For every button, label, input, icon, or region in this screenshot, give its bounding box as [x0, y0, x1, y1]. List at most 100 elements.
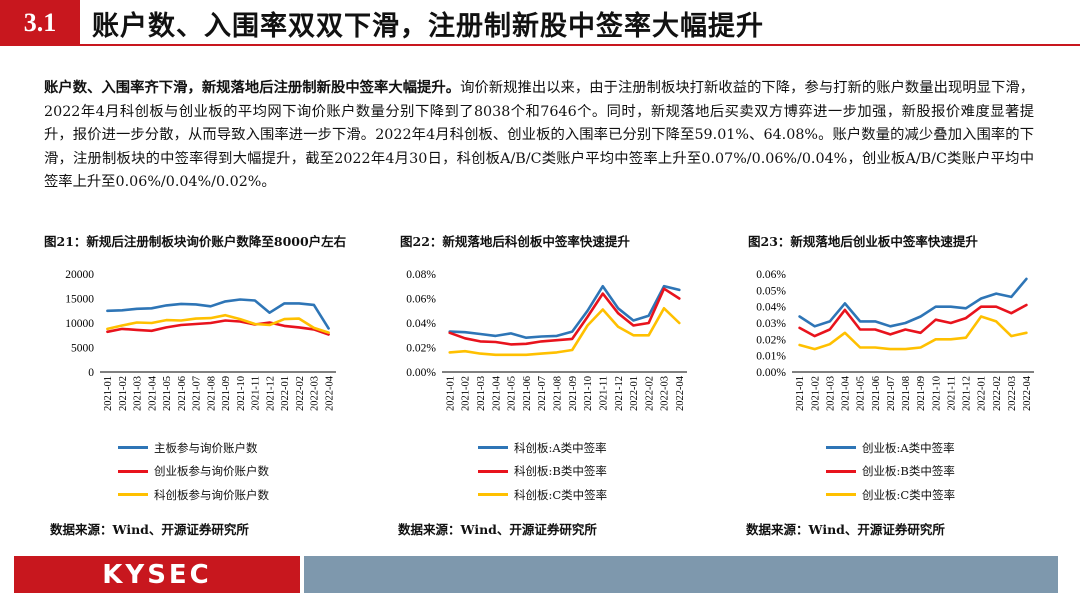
x-tick-label: 2021-01: [103, 376, 114, 411]
series-line-3: [448, 306, 681, 357]
legend-label: 创业板:A类中签率: [862, 440, 955, 455]
x-tick-label: 2021-09: [568, 376, 579, 411]
x-tick-label: 2021-05: [507, 376, 518, 411]
x-tick-label: 2021-12: [265, 376, 276, 411]
section-title: 账户数、入围率双双下滑，注册制新股中签率大幅提升: [92, 11, 764, 42]
x-tick-label: 2022-04: [1022, 375, 1033, 411]
chart-21-svg: 0 5000 10000 15000 20000 2021-01 2021-02 2021-0…: [65, 269, 336, 411]
legend-swatch: [478, 446, 508, 450]
legend-item: 创业板参与询价账户数: [118, 460, 269, 484]
x-tick-label: 2022-02: [992, 376, 1003, 411]
legend-label: 科创板:C类中签率: [514, 487, 608, 502]
legend-swatch: [478, 469, 508, 473]
body-lead: 账户数、入围率齐下滑，新规落地后注册制新股中签率大幅提升。: [44, 80, 461, 96]
chart-23-svg: 0.00% 0.01% 0.02% 0.03% 0.04% 0.05% 0.06% 2021-…: [756, 269, 1034, 411]
legend-label: 创业板:C类中签率: [862, 487, 956, 502]
y-tick-label: 10000: [65, 318, 94, 330]
series-line-3: [798, 315, 1028, 351]
x-tick-label: 2021-03: [476, 376, 487, 411]
x-tick-label: 2022-02: [644, 376, 655, 411]
x-tick-label: 2022-04: [675, 375, 686, 411]
x-tick-label: 2022-02: [295, 376, 306, 411]
legend-item: 科创板:A类中签率: [478, 436, 607, 460]
chart-figure-22: 0.00% 0.02% 0.04% 0.06% 0.08% 2021-01 2021-02 2…: [392, 264, 692, 436]
x-tick-label: 2021-08: [901, 376, 912, 411]
x-tick-label: 2021-08: [553, 376, 564, 411]
x-tick-label: 2021-05: [162, 376, 173, 411]
legend-figure-22: 科创板:A类中签率 科创板:B类中签率 科创板:C类中签率: [478, 436, 607, 507]
y-tick-label: 0.06%: [756, 269, 786, 281]
legend-item: 主板参与询价账户数: [118, 436, 269, 460]
x-tick-label: 2022-01: [629, 376, 640, 411]
legend-item: 创业板:C类中签率: [826, 483, 955, 507]
series-line-2: [106, 319, 330, 336]
footer-bar: [304, 556, 1058, 593]
legend-label: 科创板:A类中签率: [514, 440, 607, 455]
figure-22-title: 图22：新规落地后科创板中签率快速提升: [400, 234, 630, 249]
y-tick-label: 5000: [71, 343, 94, 355]
legend-item: 创业板:B类中签率: [826, 460, 955, 484]
legend-swatch: [826, 469, 856, 473]
series-line-1: [448, 284, 681, 339]
figure-23-source: 数据来源：Wind、开源证券研究所: [746, 522, 945, 537]
series-line-2: [448, 287, 681, 346]
x-tick-label: 2021-07: [537, 376, 548, 411]
x-tick-label: 2021-01: [445, 376, 456, 411]
legend-label: 科创板参与询价账户数: [154, 487, 269, 502]
x-tick-label: 2021-12: [614, 376, 625, 411]
x-tick-label: 2021-11: [946, 376, 957, 411]
x-tick-label: 2021-01: [795, 376, 806, 411]
x-tick-label: 2021-03: [133, 376, 144, 411]
y-tick-label: 20000: [65, 269, 94, 281]
x-tick-label: 2021-10: [583, 376, 594, 411]
x-tick-label: 2021-02: [810, 376, 821, 411]
x-tick-label: 2021-04: [491, 375, 502, 411]
x-tick-label: 2021-04: [841, 375, 852, 411]
chart-figure-21: 0 5000 10000 15000 20000 2021-01 2021-02 2021-0…: [50, 264, 350, 436]
y-tick-label: 0.08%: [406, 269, 436, 281]
x-tick-label: 2021-06: [871, 376, 882, 411]
x-tick-label: 2021-10: [236, 376, 247, 411]
x-tick-label: 2022-04: [324, 375, 335, 411]
x-tick-label: 2021-07: [886, 376, 897, 411]
x-tick-label: 2021-09: [916, 376, 927, 411]
x-tick-label: 2021-06: [522, 376, 533, 411]
legend-swatch: [118, 493, 148, 497]
x-tick-label: 2021-03: [825, 376, 836, 411]
x-tick-label: 2022-03: [1007, 376, 1018, 411]
y-tick-label: 0.00%: [406, 367, 436, 379]
legend-item: 科创板:B类中签率: [478, 460, 607, 484]
body-paragraph: 账户数、入围率齐下滑，新规落地后注册制新股中签率大幅提升。询价新规推出以来，由于…: [44, 77, 1034, 195]
legend-swatch: [118, 469, 148, 473]
legend-swatch: [826, 493, 856, 497]
y-tick-label: 0.06%: [406, 294, 436, 306]
y-tick-label: 0.02%: [406, 343, 436, 355]
x-tick-label: 2021-07: [192, 376, 203, 411]
legend-swatch: [826, 446, 856, 450]
legend-figure-21: 主板参与询价账户数 创业板参与询价账户数 科创板参与询价账户数: [118, 436, 269, 507]
legend-item: 科创板参与询价账户数: [118, 483, 269, 507]
legend-label: 主板参与询价账户数: [154, 440, 258, 455]
section-number: 3.1: [0, 0, 80, 46]
x-tick-label: 2022-01: [977, 376, 988, 411]
x-tick-label: 2021-12: [962, 376, 973, 411]
body-text: 询价新规推出以来，由于注册制板块打新收益的下降，参与打新的账户数量出现明显下滑，…: [44, 80, 1034, 190]
x-tick-label: 2021-10: [931, 376, 942, 411]
x-tick-label: 2021-05: [856, 376, 867, 411]
x-tick-label: 2022-01: [280, 376, 291, 411]
legend-item: 创业板:A类中签率: [826, 436, 955, 460]
figure-23-title: 图23：新规落地后创业板中签率快速提升: [748, 234, 978, 249]
legend-swatch: [478, 493, 508, 497]
kysec-logo: KYSEC: [102, 559, 212, 590]
series-line-1: [106, 298, 330, 330]
series-line-2: [798, 303, 1028, 338]
series-line-3: [106, 313, 330, 334]
legend-label: 创业板:B类中签率: [862, 464, 955, 479]
figure-22-source: 数据来源：Wind、开源证券研究所: [398, 522, 597, 537]
y-tick-label: 0: [88, 367, 94, 379]
chart-figure-23: 0.00% 0.01% 0.02% 0.03% 0.04% 0.05% 0.06% 2021-…: [738, 264, 1038, 436]
x-tick-label: 2021-11: [251, 376, 262, 411]
x-tick-label: 2021-11: [598, 376, 609, 411]
figure-21-title: 图21：新规后注册制板块询价账户数降至8000户左右: [44, 234, 347, 249]
series-line-1: [798, 277, 1028, 328]
